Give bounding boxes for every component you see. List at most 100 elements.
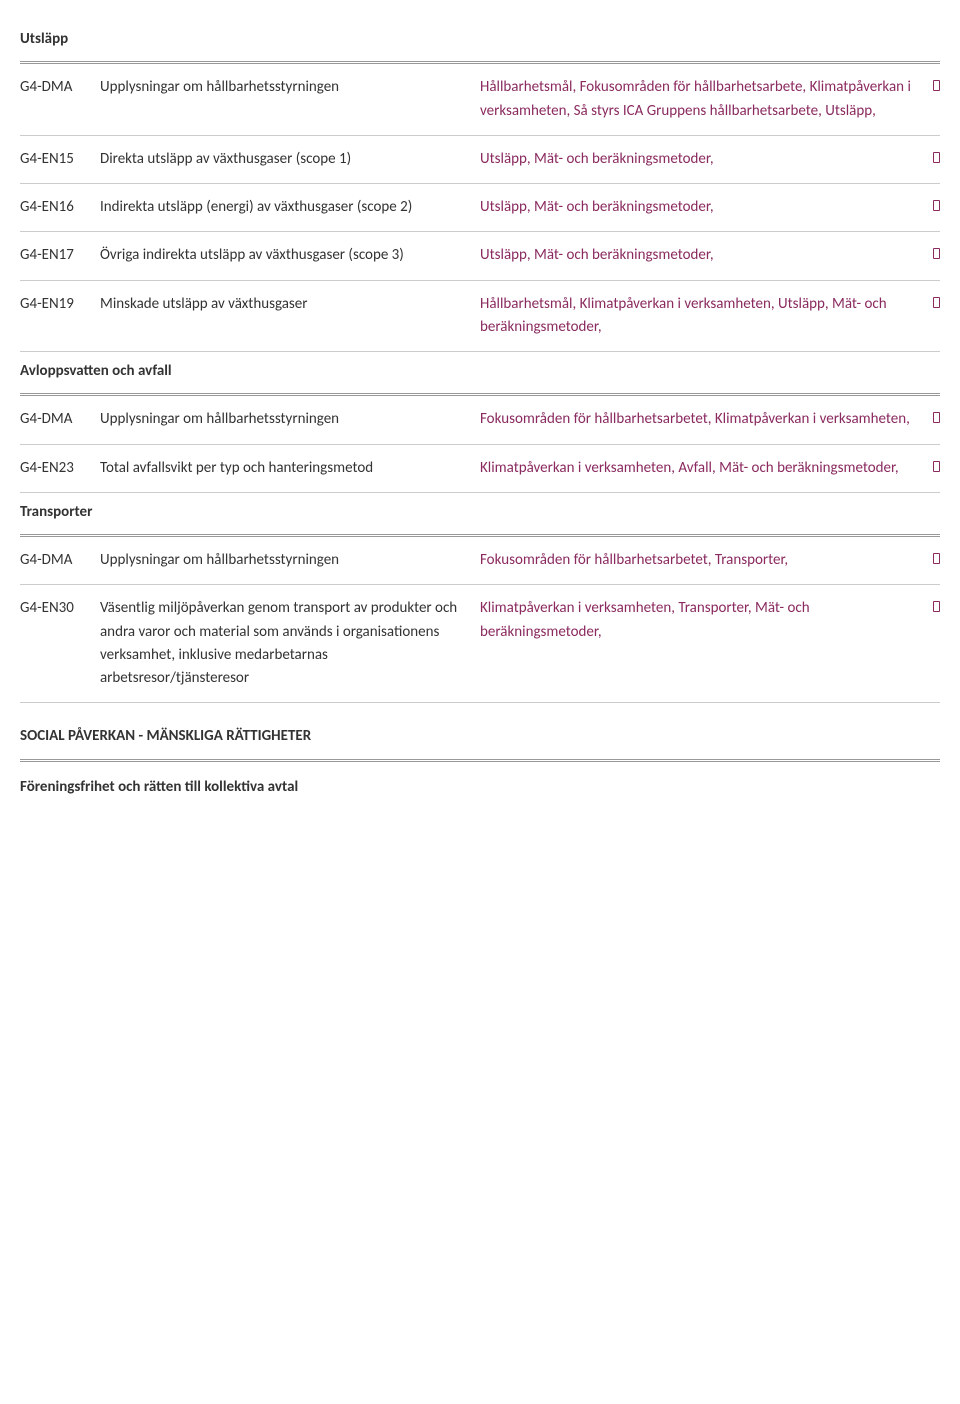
reference-link[interactable]: Fokusområden för hållbarhetsarbetet bbox=[480, 551, 708, 569]
link-separator: , bbox=[708, 551, 715, 569]
indicator-code: G4-DMA bbox=[20, 76, 100, 99]
status-icon-cell bbox=[920, 457, 940, 480]
status-icon-cell bbox=[920, 597, 940, 620]
link-separator: , bbox=[572, 78, 579, 96]
document-icon bbox=[933, 553, 940, 564]
section: TransporterG4-DMAUpplysningar om hållbar… bbox=[20, 493, 940, 704]
reference-links: Fokusområden för hållbarhetsarbetet, Tra… bbox=[480, 549, 920, 572]
table-row: G4-DMAUpplysningar om hållbarhetsstyrnin… bbox=[20, 396, 940, 444]
link-separator: , bbox=[872, 102, 876, 120]
indicator-description: Minskade utsläpp av växthusgaser bbox=[100, 293, 480, 316]
link-separator: , bbox=[825, 295, 832, 313]
document-icon bbox=[933, 80, 940, 91]
gri-index-page: UtsläppG4-DMAUpplysningar om hållbarhets… bbox=[20, 20, 940, 805]
reference-link[interactable]: Klimatpåverkan i verksamheten bbox=[715, 410, 906, 428]
reference-link[interactable]: Mät- och beräkningsmetoder bbox=[534, 150, 710, 168]
link-separator: , bbox=[710, 198, 714, 216]
indicator-description: Väsentlig miljöpåverkan genom transport … bbox=[100, 597, 480, 690]
indicator-description: Indirekta utsläpp (energi) av växthusgas… bbox=[100, 196, 480, 219]
reference-link[interactable]: Utsläpp bbox=[825, 102, 872, 120]
status-icon-cell bbox=[920, 76, 940, 99]
reference-link[interactable]: Fokusområden för hållbarhetsarbete bbox=[580, 78, 803, 96]
reference-links: Hållbarhetsmål, Fokusområden för hållbar… bbox=[480, 76, 920, 123]
indicator-description: Övriga indirekta utsläpp av växthusgaser… bbox=[100, 244, 480, 267]
reference-links: Hållbarhetsmål, Klimatpåverkan i verksam… bbox=[480, 293, 920, 340]
table-row: G4-EN15Direkta utsläpp av växthusgaser (… bbox=[20, 136, 940, 184]
table-row: G4-DMAUpplysningar om hållbarhetsstyrnin… bbox=[20, 64, 940, 136]
sub-heading: Föreningsfrihet och rätten till kollekti… bbox=[20, 759, 940, 805]
document-icon bbox=[933, 200, 940, 211]
indicator-description: Upplysningar om hållbarhetsstyrningen bbox=[100, 549, 480, 572]
reference-links: Utsläpp, Mät- och beräkningsmetoder, bbox=[480, 244, 920, 267]
indicator-description: Upplysningar om hållbarhetsstyrningen bbox=[100, 76, 480, 99]
status-icon-cell bbox=[920, 196, 940, 219]
table-row: G4-EN16Indirekta utsläpp (energi) av väx… bbox=[20, 184, 940, 232]
indicator-code: G4-DMA bbox=[20, 549, 100, 572]
link-separator: , bbox=[771, 295, 778, 313]
link-separator: , bbox=[748, 599, 755, 617]
status-icon-cell bbox=[920, 549, 940, 572]
status-icon-cell bbox=[920, 148, 940, 171]
table-row: G4-EN17Övriga indirekta utsläpp av växth… bbox=[20, 232, 940, 280]
link-separator: , bbox=[567, 102, 574, 120]
indicator-description: Direkta utsläpp av växthusgaser (scope 1… bbox=[100, 148, 480, 171]
document-icon bbox=[933, 297, 940, 308]
reference-link[interactable]: Utsläpp bbox=[480, 246, 527, 264]
table-row: G4-EN30Väsentlig miljöpåverkan genom tra… bbox=[20, 585, 940, 703]
reference-link[interactable]: Fokusområden för hållbarhetsarbetet bbox=[480, 410, 708, 428]
link-separator: , bbox=[708, 410, 715, 428]
reference-link[interactable]: Mät- och beräkningsmetoder bbox=[719, 459, 895, 477]
table-row: G4-DMAUpplysningar om hållbarhetsstyrnin… bbox=[20, 537, 940, 585]
reference-link[interactable]: Så styrs ICA Gruppens hållbarhetsarbete bbox=[574, 102, 818, 120]
section: Avloppsvatten och avfallG4-DMAUpplysning… bbox=[20, 352, 940, 493]
link-separator: , bbox=[895, 459, 899, 477]
status-icon-cell bbox=[920, 244, 940, 267]
reference-link[interactable]: Avfall bbox=[678, 459, 712, 477]
link-separator: , bbox=[527, 246, 534, 264]
indicator-description: Upplysningar om hållbarhetsstyrningen bbox=[100, 408, 480, 431]
major-heading: SOCIAL PÅVERKAN - MÄNSKLIGA RÄTTIGHETER bbox=[20, 703, 940, 758]
document-icon bbox=[933, 152, 940, 163]
link-separator: , bbox=[710, 246, 714, 264]
reference-links: Klimatpåverkan i verksamheten, Avfall, M… bbox=[480, 457, 920, 480]
indicator-code: G4-EN17 bbox=[20, 244, 100, 267]
reference-link[interactable]: Klimatpåverkan i verksamheten bbox=[480, 459, 671, 477]
table-row: G4-EN23Total avfallsvikt per typ och han… bbox=[20, 445, 940, 493]
reference-link[interactable]: Hållbarhetsmål bbox=[480, 295, 572, 313]
reference-link[interactable]: Transporter bbox=[715, 551, 785, 569]
link-separator: , bbox=[784, 551, 788, 569]
reference-links: Utsläpp, Mät- och beräkningsmetoder, bbox=[480, 196, 920, 219]
indicator-code: G4-EN19 bbox=[20, 293, 100, 316]
section: UtsläppG4-DMAUpplysningar om hållbarhets… bbox=[20, 20, 940, 352]
reference-link[interactable]: Mät- och beräkningsmetoder bbox=[534, 246, 710, 264]
reference-link[interactable]: Utsläpp bbox=[480, 198, 527, 216]
reference-link[interactable]: Hållbarhetsmål bbox=[480, 78, 572, 96]
document-icon bbox=[933, 461, 940, 472]
link-separator: , bbox=[527, 150, 534, 168]
link-separator: , bbox=[906, 410, 910, 428]
indicator-code: G4-EN23 bbox=[20, 457, 100, 480]
status-icon-cell bbox=[920, 408, 940, 431]
reference-link[interactable]: Klimatpåverkan i verksamheten bbox=[480, 599, 671, 617]
reference-link[interactable]: Mät- och beräkningsmetoder bbox=[534, 198, 710, 216]
document-icon bbox=[933, 248, 940, 259]
section-heading: Avloppsvatten och avfall bbox=[20, 352, 940, 396]
reference-links: Utsläpp, Mät- och beräkningsmetoder, bbox=[480, 148, 920, 171]
reference-links: Klimatpåverkan i verksamheten, Transport… bbox=[480, 597, 920, 644]
indicator-code: G4-DMA bbox=[20, 408, 100, 431]
reference-link[interactable]: Utsläpp bbox=[480, 150, 527, 168]
link-separator: , bbox=[572, 295, 579, 313]
section-heading: Transporter bbox=[20, 493, 940, 537]
link-separator: , bbox=[598, 318, 602, 336]
link-separator: , bbox=[710, 150, 714, 168]
indicator-code: G4-EN30 bbox=[20, 597, 100, 620]
indicator-code: G4-EN16 bbox=[20, 196, 100, 219]
status-icon-cell bbox=[920, 293, 940, 316]
link-separator: , bbox=[527, 198, 534, 216]
reference-link[interactable]: Transporter bbox=[678, 599, 748, 617]
reference-link[interactable]: Utsläpp bbox=[778, 295, 825, 313]
reference-link[interactable]: Klimatpåverkan i verksamheten bbox=[580, 295, 771, 313]
document-icon bbox=[933, 601, 940, 612]
reference-links: Fokusområden för hållbarhetsarbetet, Kli… bbox=[480, 408, 920, 431]
indicator-description: Total avfallsvikt per typ och hanterings… bbox=[100, 457, 480, 480]
